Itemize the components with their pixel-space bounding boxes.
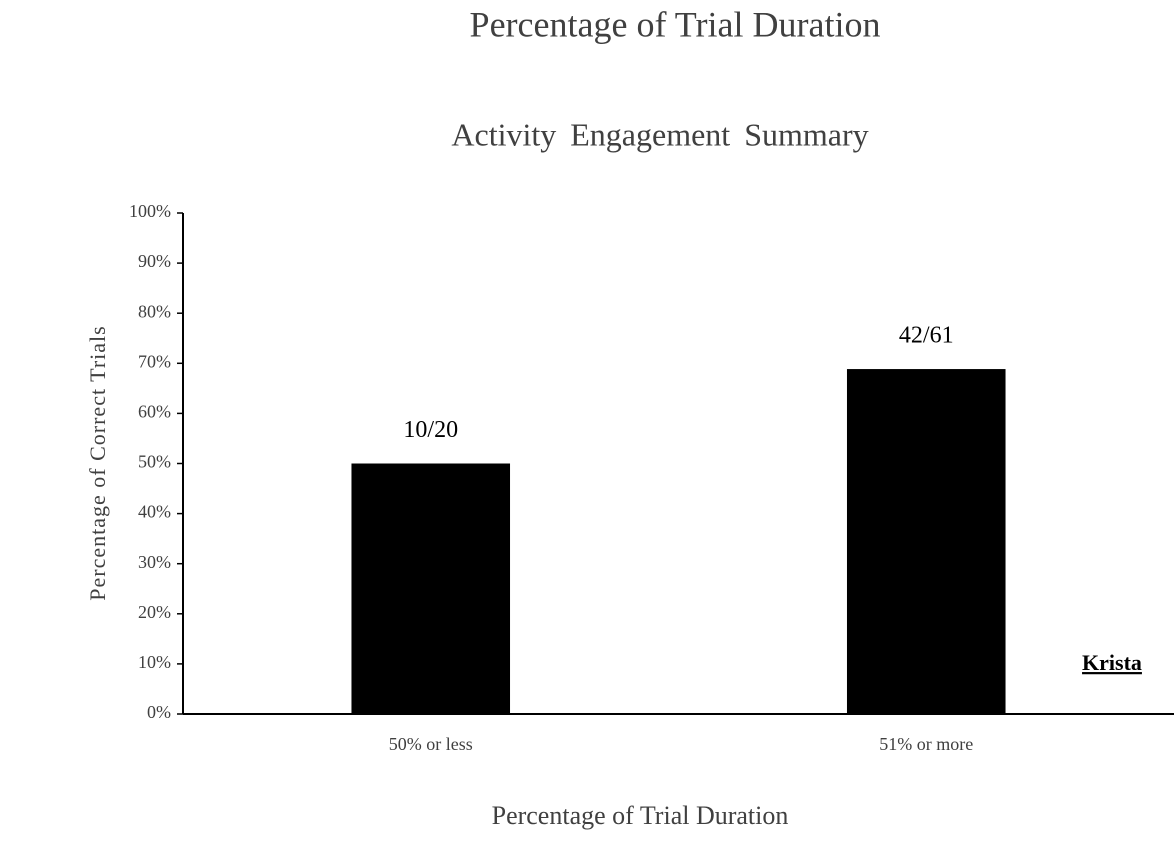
chart-title: Percentage of Trial Duration (470, 4, 881, 44)
x-axis-label: Percentage of Trial Duration (492, 801, 789, 830)
y-tick-label: 100% (129, 201, 171, 221)
y-tick-label: 80% (138, 301, 171, 321)
y-tick-label: 60% (138, 402, 171, 422)
data-label: 42/61 (899, 323, 954, 349)
annotation: Krista (1082, 650, 1142, 675)
x-tick-label: 51% or more (879, 734, 973, 754)
y-tick-label: 0% (147, 702, 171, 722)
y-tick-label: 50% (138, 452, 171, 472)
y-tick-label: 10% (138, 652, 171, 672)
data-label: 10/20 (403, 417, 458, 443)
y-tick-label: 30% (138, 552, 171, 572)
x-tick-label: 50% or less (389, 734, 473, 754)
y-tick-label: 70% (138, 351, 171, 371)
y-tick-label: 90% (138, 251, 171, 271)
bar (351, 463, 511, 714)
bar (846, 369, 1006, 714)
chart-subtitle: Activity Engagement Summary (451, 116, 868, 152)
y-tick-label: 20% (138, 602, 171, 622)
y-axis-label: Percentage of Correct Trials (85, 325, 110, 600)
y-tick-label: 40% (138, 502, 171, 522)
